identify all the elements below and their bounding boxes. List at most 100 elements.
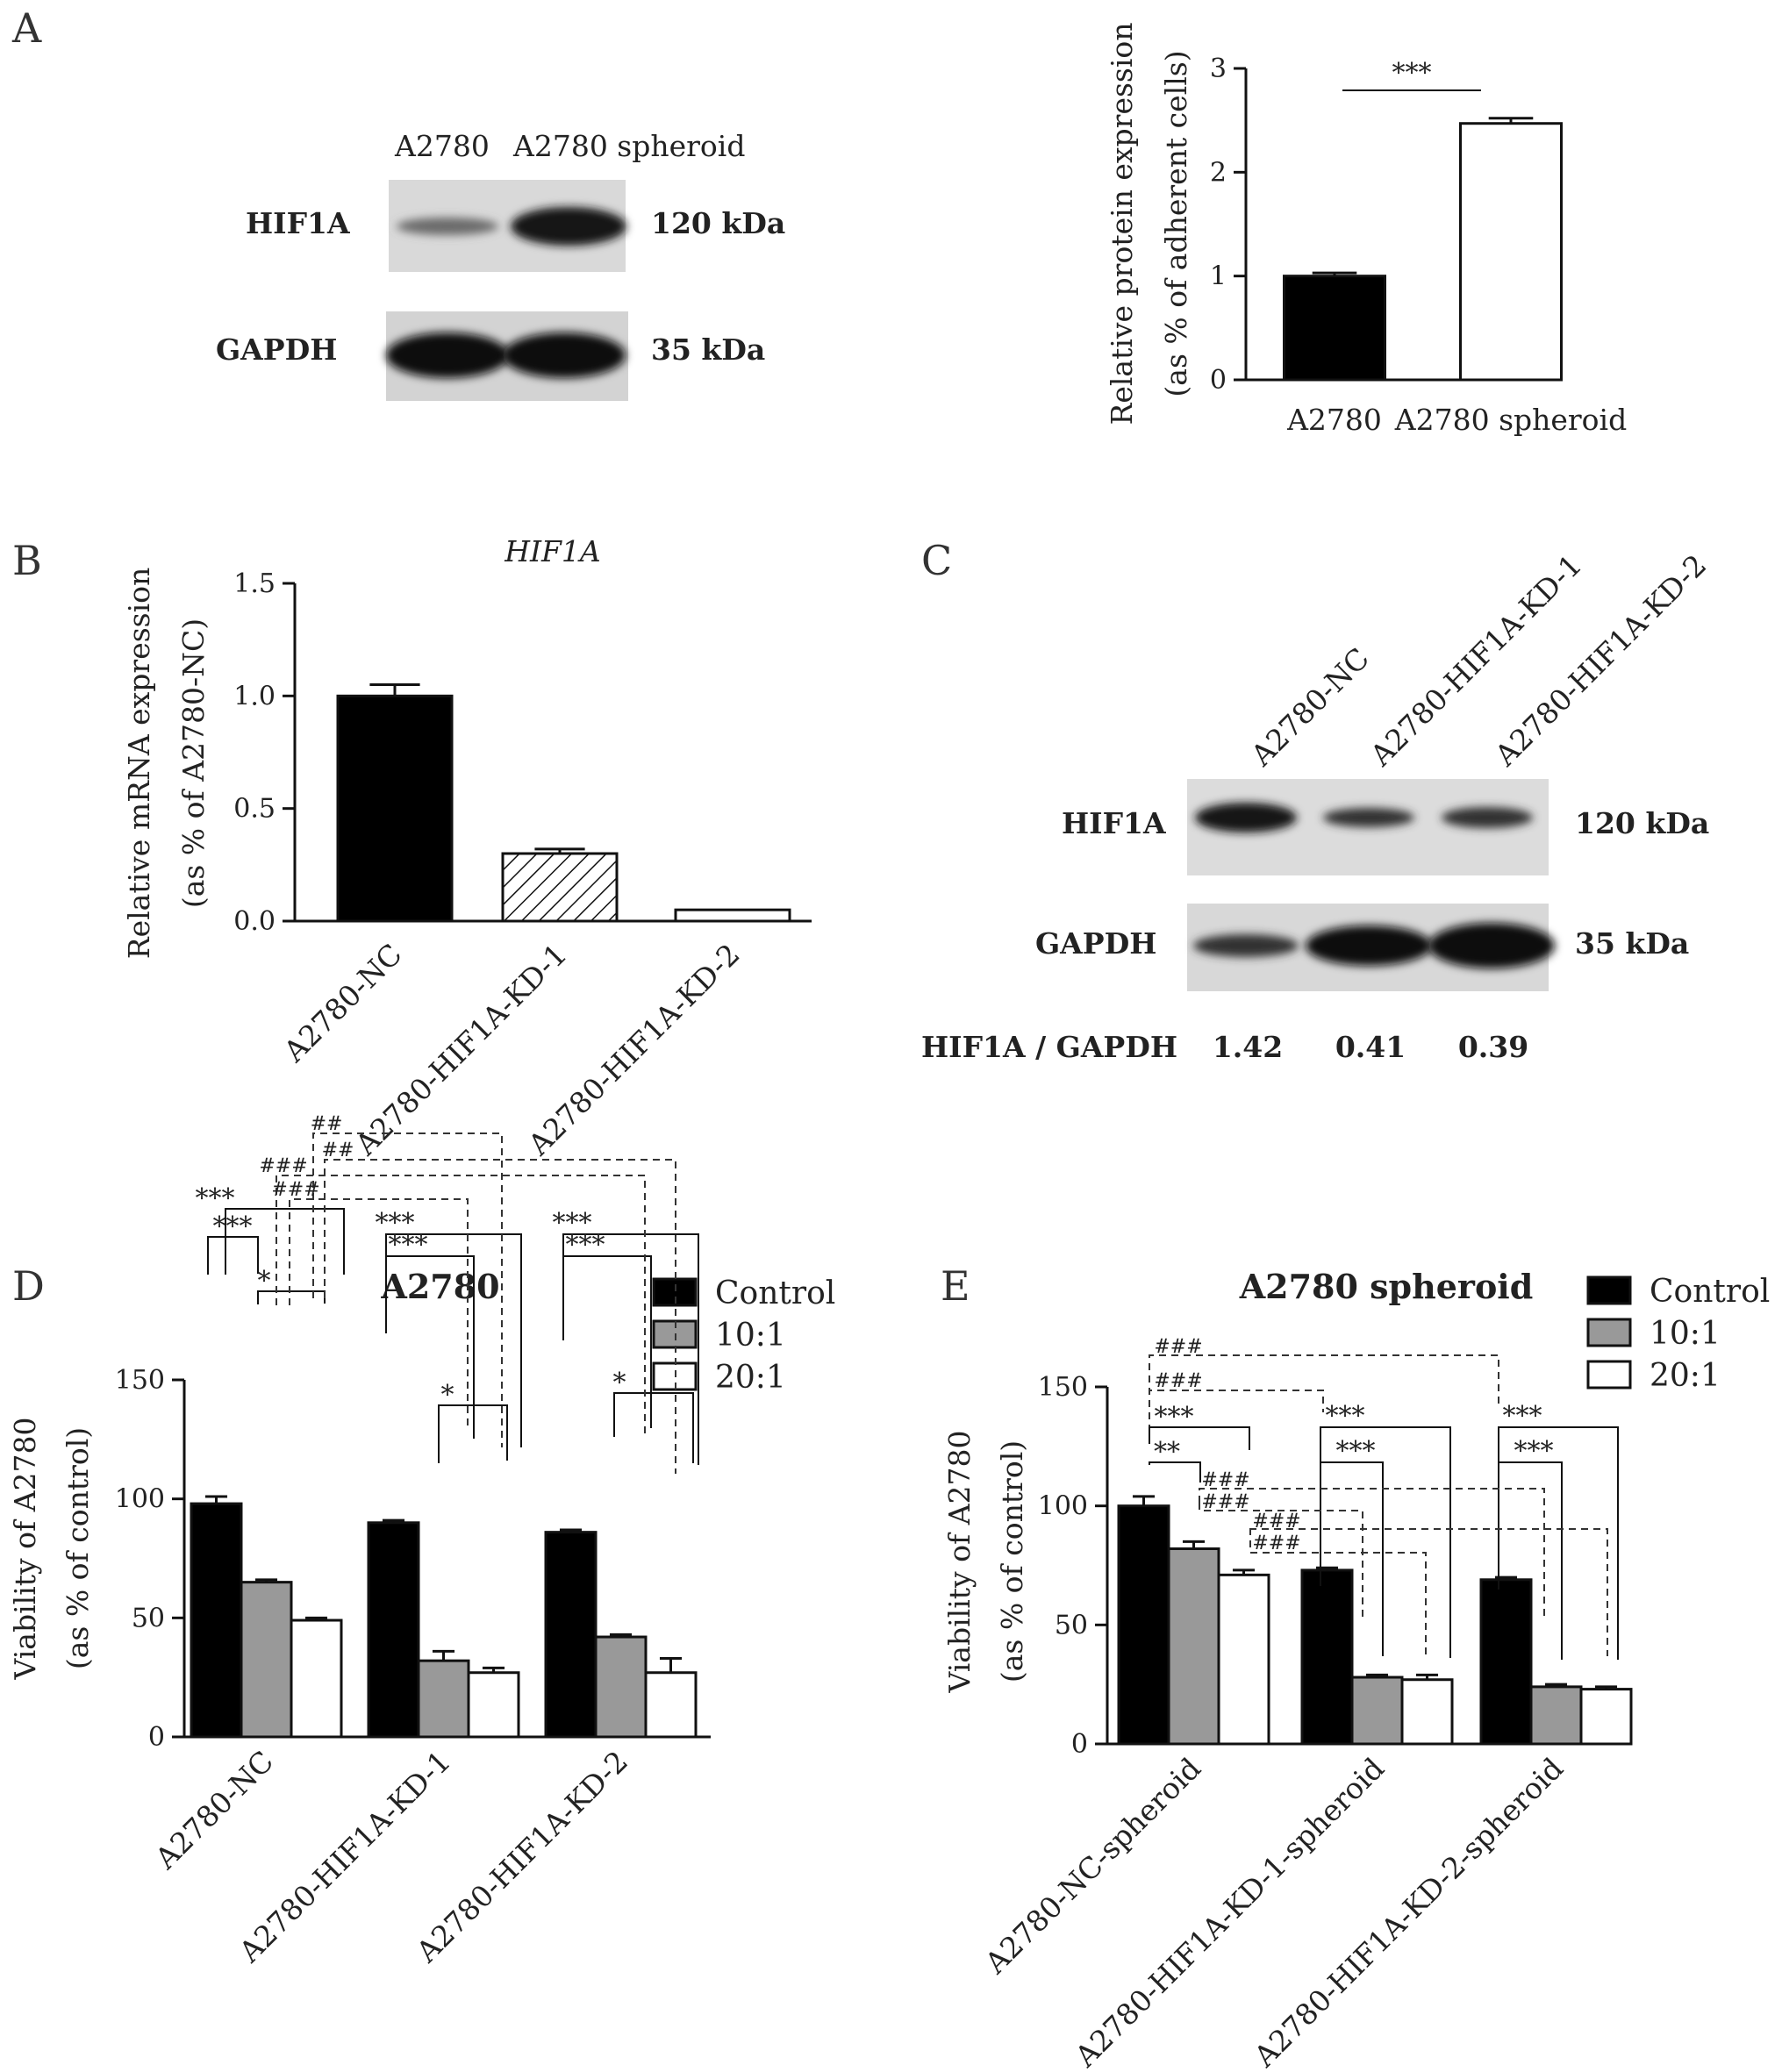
chart-d-ylabel-1: (as % of control) [61,1427,95,1669]
chart-e-legend-label-2: 20:1 [1650,1358,1721,1394]
chart-d-ylabel-0: Viability of A2780 [8,1417,42,1680]
blot-a-lane-1: A2780 [394,129,490,163]
chart-e-sig-5: *** [1326,1401,1365,1432]
western-blot-a: A2780 A2780 spheroid HIF1A 120 kDa GAPDH… [216,129,785,401]
chart-d-sig-2: *** [213,1211,253,1242]
chart-b-bar-2 [674,908,791,923]
chart-e-ytick-label-0: 0 [1071,1729,1088,1760]
chart-b-ylabel-1: (as % of A2780-NC) [176,618,211,908]
chart-e: 0 50 100 150 Viability of A2780 (as % of cont… [942,1267,1770,2072]
chart-e-sig-10: ### [1201,1491,1249,1513]
panel-letter-a: A [11,4,42,52]
chart-e-bar-1-1 [1350,1675,1404,1746]
blot-a-hif1a-band-2 [511,207,626,246]
chart-a-ytick-label-1: 1 [1210,261,1227,292]
chart-e-legend-swatch-0 [1586,1275,1632,1305]
chart-d-sig-4: *** [376,1208,415,1239]
blot-c-hif1a-band-3 [1442,807,1533,828]
chart-a-ytick-label-2: 2 [1210,157,1227,188]
chart-d-sig-12: ### [259,1155,307,1177]
chart-b-bar-1 [501,852,619,923]
chart-e-legend-swatch-1 [1586,1318,1632,1347]
chart-e-ytick-label-1: 50 [1055,1610,1088,1640]
blot-c-row-2-size: 35 kDa [1575,926,1689,961]
panel-letter-d: D [12,1262,45,1310]
chart-d-ytick-label-2: 100 [115,1484,165,1515]
blot-c-hif1a-band-1 [1195,803,1297,832]
chart-b-bar-0 [336,694,454,923]
chart-e-ytick-label-3: 150 [1038,1372,1088,1403]
chart-d-bar-2-2 [644,1671,698,1739]
blot-c-lane-2: A2780-HIF1A-KD-1 [1363,547,1588,773]
chart-b-ytick-label-1: 0.5 [233,794,276,825]
blot-c-row-1-size: 120 kDa [1575,806,1709,840]
chart-e-bar-2-2 [1579,1688,1633,1746]
chart-e-title: A2780 spheroid [1239,1267,1534,1306]
chart-d-sig-1: *** [196,1183,235,1214]
blot-a-row-1-size: 120 kDa [651,206,785,240]
chart-d-sig-9: * [613,1368,626,1398]
chart-a-bar-1 [1459,122,1563,382]
chart-d-sig-6: * [441,1380,454,1411]
panel-letter-b: B [12,537,42,584]
chart-e-sig-1: ### [1154,1336,1202,1358]
blot-a-row-2-protein: GAPDH [216,332,337,367]
chart-d-sig-5: *** [389,1230,428,1261]
chart-e-sig-8: *** [1514,1436,1554,1467]
chart-d-sig-7: *** [553,1208,592,1239]
chart-d-bar-0-2 [290,1618,343,1739]
chart-e-sig-7: *** [1503,1401,1542,1432]
blot-c-ratio-3: 0.39 [1458,1030,1528,1064]
chart-a-sig-1: *** [1392,58,1432,89]
chart-b-ytick-label-2: 1.0 [233,681,276,711]
chart-e-bar-2-0 [1479,1578,1533,1746]
chart-d-sig-3: * [258,1266,271,1297]
chart-e-legend-label-0: Control [1650,1274,1770,1310]
chart-a-xlabel-0: A2780 [1286,403,1382,437]
blot-c-row-1-protein: HIF1A [1062,806,1166,840]
panel-letter-c: C [921,537,952,584]
blot-c-ratio-1: 1.42 [1213,1030,1283,1064]
chart-e-bar-0-2 [1217,1573,1270,1746]
chart-d-bar-2-1 [594,1635,648,1739]
chart-e-bar-1-2 [1400,1678,1454,1746]
chart-a-bar-0 [1283,275,1386,382]
blot-c-gapdh-band-1 [1193,934,1299,957]
chart-a-ylabel-0: Relative protein expression [1105,22,1139,425]
chart-d-ytick-label-0: 0 [148,1722,165,1753]
chart-d-sig-11: ## [322,1140,354,1161]
blot-a-gapdh-band-2 [503,332,626,378]
chart-e-sig-2: ### [1154,1370,1202,1392]
blot-a-row-1-protein: HIF1A [246,206,350,240]
chart-b: 0.0 0.5 1.0 1.5 Relative mRNA expression (as … [122,534,812,1162]
blot-c-hif1a-band-2 [1323,808,1414,827]
chart-d: 0 50 100 150 Viability of A2780 (as % of cont… [8,1267,835,1969]
blot-c-ratio-label: HIF1A / GAPDH [921,1030,1177,1064]
chart-d-bar-0-1 [240,1581,293,1739]
chart-d-bar-0-0 [190,1502,243,1739]
chart-d-legend-label-2: 20:1 [715,1360,786,1396]
blot-c-row-2-protein: GAPDH [1035,926,1156,961]
chart-b-title: HIF1A [504,534,601,568]
chart-d-bar-1-2 [467,1671,520,1739]
chart-b-ytick-label-3: 1.5 [233,568,276,599]
chart-b-ytick-label-0: 0.0 [233,906,276,937]
chart-e-sig-9: ### [1201,1469,1249,1491]
chart-e-sig-4: ** [1154,1437,1180,1468]
panel-letter-e: E [941,1262,970,1310]
chart-e-sig-3: *** [1155,1402,1194,1433]
chart-e-sig-11: ### [1252,1511,1300,1533]
chart-e-sig-12: ### [1252,1533,1300,1554]
chart-e-xlabel-2: A2780-HIF1A-KD-2-spheroid [1247,1751,1570,2072]
chart-d-significance: *** *** * *** *** * *** *** * ## ## ### … [196,1113,699,1474]
chart-e-bar-2-1 [1529,1685,1583,1746]
chart-d-bar-1-0 [367,1521,420,1739]
chart-a: 0 1 2 3 Relative protein expression (as % of … [1105,22,1627,437]
chart-e-ylabel-0: Viability of A2780 [942,1430,977,1693]
chart-d-legend-label-1: 10:1 [715,1318,786,1354]
chart-d-sig-10: ## [311,1113,343,1135]
blot-c-ratio-2: 0.41 [1335,1030,1406,1064]
chart-a-xlabel-1: A2780 spheroid [1394,403,1627,437]
chart-e-ytick-label-2: 100 [1038,1491,1088,1522]
